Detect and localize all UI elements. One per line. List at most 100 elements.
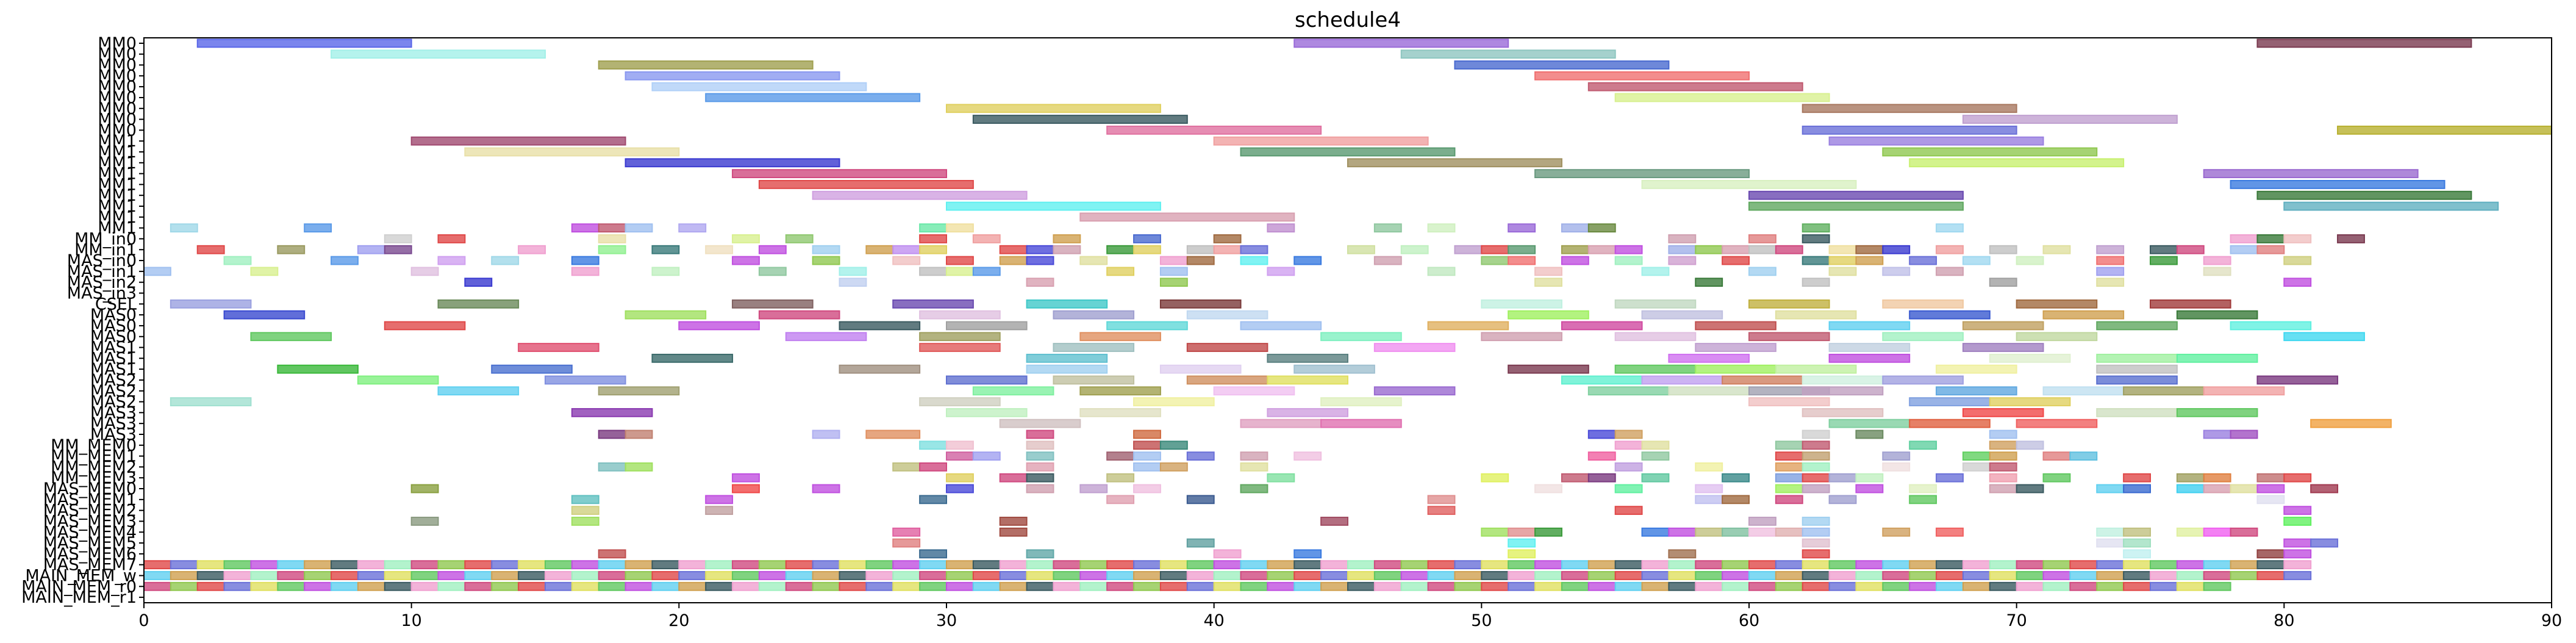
x-axis: 0 10 20 30 40 50 60 70 80 90: [138, 603, 2562, 630]
task-bar: [1962, 256, 1991, 265]
task-bar: [1053, 343, 1135, 352]
task-bar: [732, 484, 760, 494]
task-bar: [1026, 560, 1054, 570]
task-bar: [758, 179, 974, 189]
task-bar: [2069, 581, 2098, 591]
task-bar: [892, 560, 921, 570]
task-bar: [2203, 256, 2231, 265]
y-tick-label: MM1: [98, 197, 137, 216]
task-bar: [1801, 125, 2017, 135]
task-bar: [678, 581, 707, 591]
task-bar: [1240, 571, 1268, 580]
task-bar: [196, 581, 225, 591]
task-bar: [758, 267, 787, 276]
task-bar: [1587, 245, 1616, 254]
task-bar: [491, 571, 520, 580]
task-bar: [1293, 560, 1322, 570]
task-bar: [1855, 256, 1884, 265]
task-bar: [2283, 506, 2312, 515]
task-bar: [2176, 310, 2258, 320]
task-bar: [437, 256, 466, 265]
task-bar: [1587, 223, 1616, 233]
task-bar: [571, 506, 599, 515]
y-tick-label: MAS_MEM4: [43, 523, 137, 542]
task-bar: [1882, 451, 1911, 461]
task-bar: [946, 571, 974, 580]
task-bar: [2283, 201, 2499, 211]
task-bar: [812, 560, 840, 570]
task-bar: [1801, 375, 1884, 385]
task-bar: [1909, 418, 1991, 428]
task-bar: [2203, 527, 2231, 537]
task-bar: [1427, 571, 1456, 580]
task-bar: [331, 581, 359, 591]
task-bar: [1534, 571, 1562, 580]
task-bar: [1909, 440, 1937, 450]
task-bar: [2283, 332, 2365, 342]
task-bar: [250, 267, 279, 276]
task-bar: [1159, 571, 1188, 580]
task-bar: [999, 517, 1028, 526]
task-bar: [651, 581, 680, 591]
task-bar: [1373, 223, 1402, 233]
task-bar: [331, 571, 359, 580]
task-bar: [1801, 256, 1830, 265]
task-bar: [1026, 571, 1054, 580]
task-bar: [732, 473, 760, 483]
task-bar: [1828, 581, 1857, 591]
task-bar: [2042, 245, 2071, 254]
y-tick-label: MM1: [98, 186, 137, 205]
y-tick-label: MAS2: [90, 382, 137, 401]
task-bar: [1400, 560, 1429, 570]
task-bar: [1936, 560, 1964, 570]
task-bar: [1240, 256, 1268, 265]
task-bar: [1668, 560, 1697, 570]
task-bar: [1427, 560, 1456, 570]
task-bar: [2042, 581, 2071, 591]
task-bar: [624, 158, 840, 168]
task-bar: [2096, 527, 2125, 537]
task-bar: [1695, 527, 1723, 537]
task-bar: [1936, 267, 1964, 276]
y-tick-label: MAIN_MEM_r1: [21, 588, 137, 607]
task-bar: [1641, 310, 1723, 320]
task-bar: [1400, 581, 1429, 591]
task-bar: [1133, 484, 1161, 494]
task-bar: [1347, 560, 1375, 570]
task-bar: [1293, 451, 1322, 461]
task-bar: [1320, 571, 1348, 580]
y-tick-label: MM0: [98, 121, 137, 140]
task-bar: [1641, 267, 1670, 276]
task-bar: [1427, 321, 1509, 331]
task-bar: [839, 321, 921, 331]
task-bar: [1213, 234, 1242, 243]
task-bar: [1186, 343, 1268, 352]
task-bar: [919, 440, 947, 450]
task-bar: [972, 451, 1001, 461]
task-bar: [1186, 581, 1215, 591]
y-tick-label: MAS_MEM2: [43, 501, 137, 520]
task-bar: [1989, 440, 2017, 450]
task-bar: [2150, 245, 2178, 254]
task-bar: [1614, 484, 1643, 494]
task-bar: [1695, 278, 1723, 287]
task-bar: [972, 581, 1001, 591]
task-bar: [1454, 60, 1670, 70]
task-bar: [2203, 484, 2231, 494]
task-bar: [331, 560, 359, 570]
task-bar: [651, 245, 680, 254]
task-bar: [170, 299, 252, 309]
task-bar: [2203, 581, 2231, 591]
task-bar: [2069, 451, 2098, 461]
task-bar: [1508, 364, 1589, 374]
task-bar: [1159, 364, 1242, 374]
task-bar: [1641, 571, 1670, 580]
task-bar: [1587, 581, 1616, 591]
y-tick-label: MM0: [98, 110, 137, 129]
task-bar: [2096, 571, 2125, 580]
task-bar: [331, 49, 546, 59]
task-bar: [1989, 397, 2071, 406]
task-bar: [1026, 581, 1054, 591]
task-bar: [357, 375, 439, 385]
task-bar: [1882, 245, 1911, 254]
